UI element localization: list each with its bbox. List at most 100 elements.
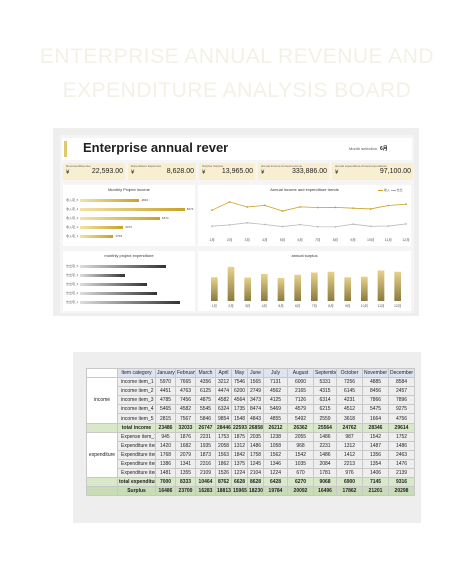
table-cell: 7567: [175, 413, 196, 424]
table-cell: 6324: [215, 404, 232, 415]
table-cell: 9316: [388, 477, 415, 488]
table-cell: 1245: [247, 458, 264, 470]
table-cell: 4579: [287, 404, 314, 415]
bar-label: 支出项_3: [66, 282, 79, 286]
table-cell: 1664: [362, 413, 389, 424]
table-cell: 1355: [175, 468, 196, 479]
table-cell: 1781: [313, 468, 337, 479]
surplus-bar: [361, 276, 368, 301]
table-cell: 5970: [155, 377, 176, 388]
table-row: Expenditure item_51481135521091526122421…: [87, 468, 415, 479]
table-row: total income 23486 32033 26747 28446 22593 268…: [86, 422, 415, 433]
table-cell: 1354: [362, 458, 389, 470]
table-cell: 4763: [175, 386, 196, 397]
table-cell: 10464: [195, 477, 216, 488]
table-cell: 8333: [175, 477, 196, 488]
table-cell: 3212: [215, 377, 232, 388]
trend-x-label: 2月: [227, 237, 232, 242]
bar-label: 收入项_4: [66, 207, 79, 211]
table-cell: 1875: [231, 431, 248, 442]
bar-value: 8474: [186, 207, 194, 211]
surplus-bar: [227, 266, 235, 301]
table-cell: 9854: [215, 413, 232, 424]
table-cell: 1058: [263, 440, 288, 451]
table-cell: 1542: [287, 449, 314, 460]
trend-x-label: 8月: [333, 237, 338, 242]
table-cell: 19784: [263, 486, 288, 497]
surplus-bar: [261, 273, 268, 301]
table-cell: 1486: [313, 449, 337, 460]
hero-title-line1: ENTERPRISE ANNUAL REVENUE AND: [39, 45, 435, 68]
bar-value: 3473: [125, 225, 132, 229]
column-header: July: [263, 367, 288, 379]
table-cell: 6125: [195, 386, 216, 397]
bar: [80, 265, 167, 268]
table-cell: 23700: [175, 486, 196, 497]
table-row: expenditure Expense item_1 945 1876 2231 1753…: [86, 431, 415, 479]
table-cell: 26747: [195, 422, 216, 433]
table-cell: 2231: [313, 440, 337, 451]
surplus-x-label: 7月: [312, 303, 317, 308]
income-series-point: [246, 206, 249, 208]
table-cell: 1542: [362, 431, 389, 442]
expense-series-point: [405, 223, 407, 225]
column-header: March: [195, 367, 216, 379]
table-row: Expenditure item_21420168219352058131214…: [87, 440, 415, 451]
surplus-x-label: 5月: [278, 303, 283, 308]
bar-label: 支出项_2: [66, 291, 79, 295]
table-cell: 2815: [155, 413, 176, 424]
table-cell: 1356: [362, 449, 389, 460]
row-name: total expenditure: [117, 477, 156, 488]
month-selection-dropdown[interactable]: 6月: [380, 146, 388, 152]
hero-title: ENTERPRISE ANNUAL REVENUE AND EXPENDITUR…: [0, 40, 474, 108]
table-cell: 26212: [263, 422, 288, 433]
table-cell: 4843: [247, 413, 264, 424]
table-cell: 8456: [362, 386, 389, 397]
table-cell: 32033: [175, 422, 196, 433]
annual-surplus-panel: annual surplus 1月 2月 3月 4月 5月 6月 7月 8月 9月 10月 11月 1…: [198, 251, 411, 311]
row-group-label: expenditure: [86, 431, 118, 479]
bar-label: 支出项_4: [66, 273, 79, 277]
table-cell: 1312: [336, 440, 363, 451]
kpi-value: 8,628.00: [166, 168, 194, 175]
kpi-card: annual expenditure Annual expenditure ¥97…: [332, 163, 413, 180]
table-cell: 1876: [175, 431, 196, 442]
table-cell: 26858: [247, 422, 264, 433]
table-cell: 1735: [231, 404, 248, 415]
table-cell: 2109: [195, 468, 216, 479]
table-cell: 7126: [287, 395, 314, 406]
title-accent-bar: [64, 141, 67, 157]
trend-x-label: 9月: [350, 237, 355, 242]
data-table-wrap: Item category January February March April Ma…: [86, 367, 415, 497]
table-cell: 1481: [155, 468, 176, 479]
table-cell: 1341: [175, 458, 196, 470]
row-name: income item_1: [117, 377, 156, 388]
table-cell: 20092: [287, 486, 314, 497]
surplus-bar: [211, 277, 218, 301]
table-cell: 5469: [263, 404, 288, 415]
table-cell: 23486: [155, 422, 176, 433]
trend-chart: 1月 2月 3月 4月 5月 6月 7月 8月 9月 10月 11月 12月: [209, 200, 410, 242]
expense-series-point: [334, 226, 337, 228]
expense-series-point: [316, 225, 319, 228]
table-cell: 6900: [336, 477, 363, 488]
table-cell: 1562: [263, 449, 288, 460]
table-cell: 4875: [195, 395, 216, 406]
surplus-bar: [377, 270, 385, 301]
table-cell: 1862: [215, 458, 232, 470]
monthly-income-panel: Monthly Project Income 收入项_5 4843 收入项_4 847…: [63, 185, 195, 246]
table-cell: 2316: [195, 458, 216, 470]
kpi-currency: ¥: [335, 170, 339, 176]
table-cell: 2035: [247, 431, 264, 442]
table-cell: 6200: [231, 386, 248, 397]
table-cell: 1548: [231, 413, 248, 424]
table-cell: 5475: [362, 404, 389, 415]
expense-series-point: [211, 225, 213, 228]
trend-legend: 收入 支出: [378, 188, 403, 192]
table-row: income income item_1 5970 7665 4356 3212 7546 1…: [86, 377, 415, 424]
income-series-point: [405, 203, 407, 206]
kpi-currency: ¥: [261, 170, 265, 176]
table-row: income item_3 4785 7456 4875 4582 4564 3473 412…: [87, 395, 415, 406]
surplus-x-label: 2月: [228, 303, 233, 308]
table-cell: 18230: [247, 486, 264, 497]
